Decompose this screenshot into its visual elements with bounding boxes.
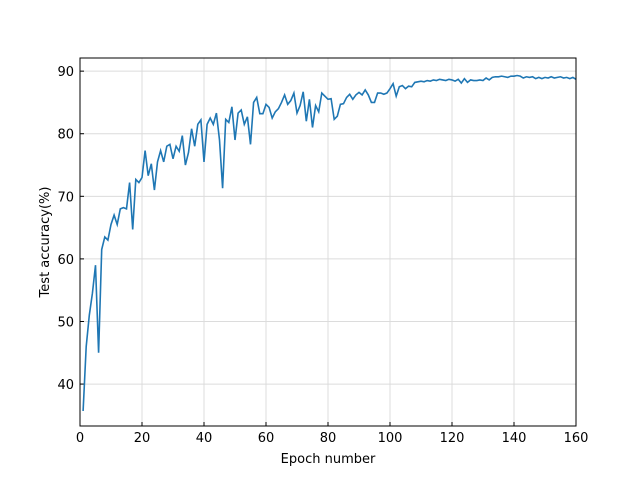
y-tick-label: 70 [57,190,74,205]
x-tick-label: 100 [378,431,403,446]
x-tick-label: 20 [134,431,151,446]
y-tick-label: 80 [57,128,74,143]
x-tick-label: 140 [502,431,527,446]
y-tick-label: 50 [57,315,74,330]
plot-frame [79,57,577,427]
y-tick-label: 60 [57,253,74,268]
data-line [82,74,577,412]
x-tick-label: 80 [320,431,337,446]
x-tick-label: 40 [196,431,213,446]
x-axis-label: Epoch number [281,452,376,467]
y-tick-label: 90 [57,65,74,80]
y-tick-label: 40 [57,378,74,393]
y-axis-label: Test accuracy(%) [38,187,53,299]
x-tick-label: 60 [258,431,275,446]
x-tick-label: 120 [440,431,465,446]
x-tick-label: 160 [564,431,589,446]
x-tick-label: 0 [76,431,84,446]
